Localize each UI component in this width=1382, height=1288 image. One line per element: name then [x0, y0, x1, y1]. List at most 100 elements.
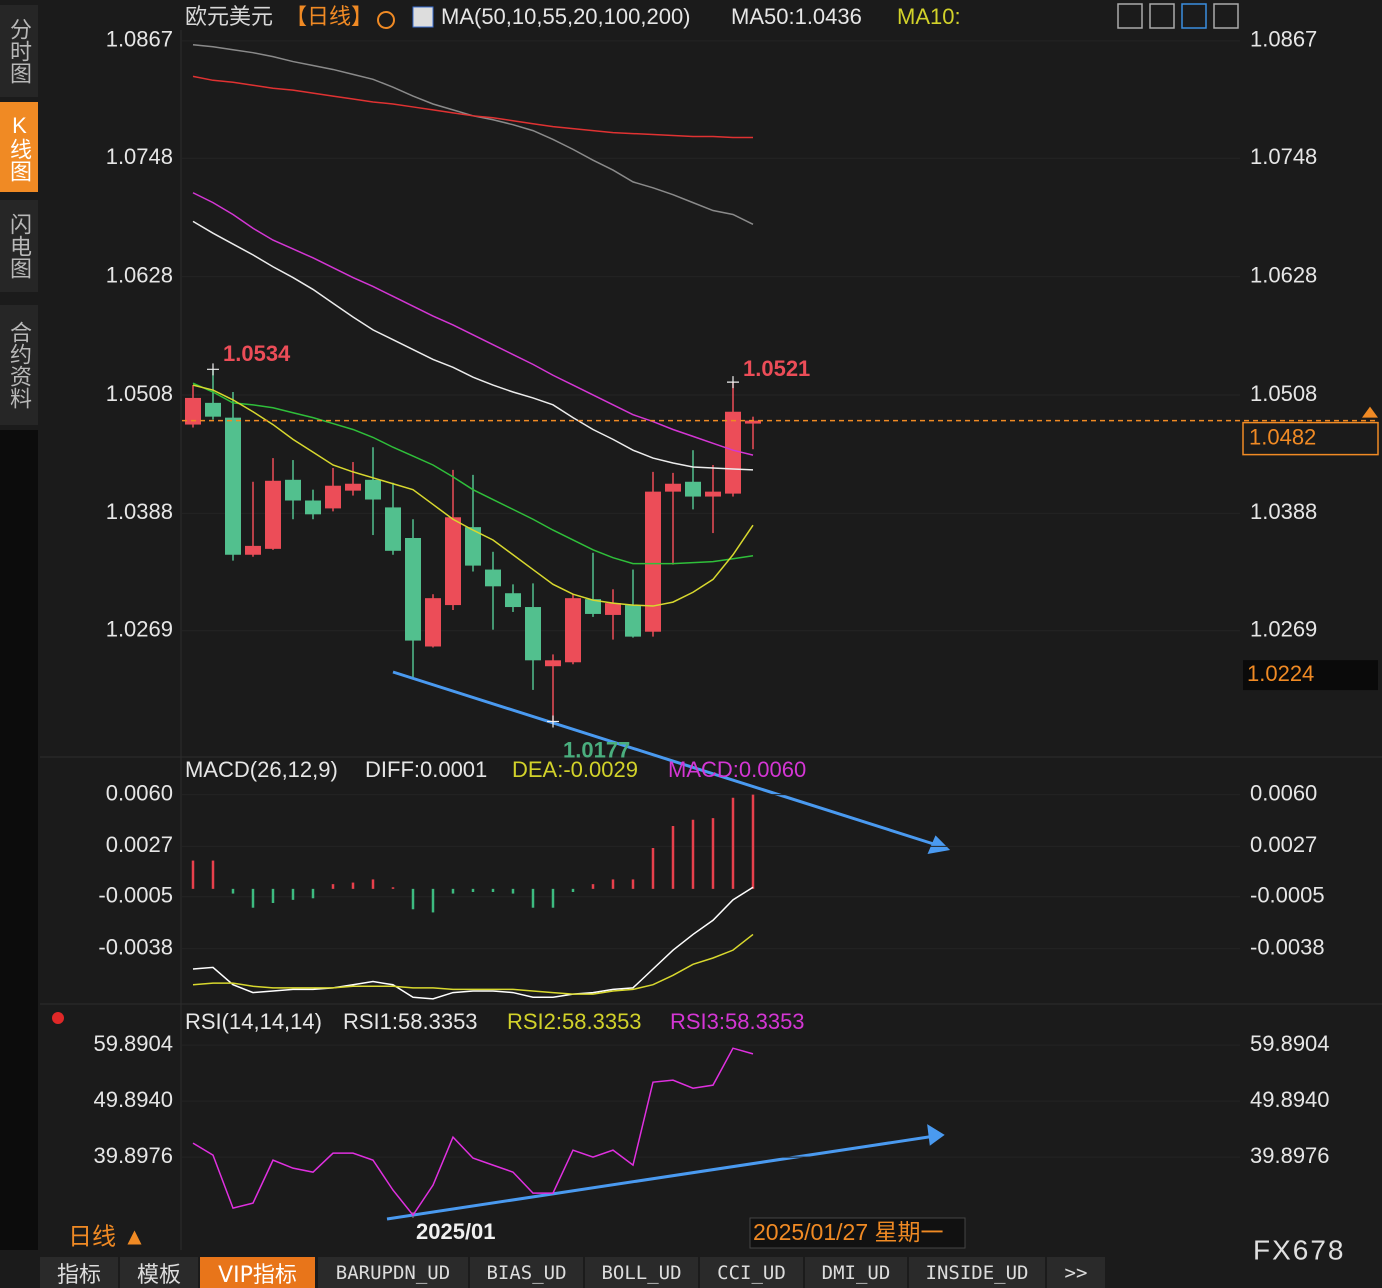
trend-arrows — [386, 670, 951, 1221]
y-tick-label-right: 1.0508 — [1250, 381, 1317, 406]
candle-body — [265, 480, 281, 549]
add-icon[interactable] — [377, 11, 395, 29]
indicator-tab[interactable]: 模板 — [120, 1257, 198, 1288]
y-tick-label-right: 1.0388 — [1250, 499, 1317, 524]
sidebar-tab[interactable]: 合约资料 — [0, 305, 38, 425]
y-tick-label: 1.0628 — [106, 262, 173, 287]
candle-body — [285, 479, 301, 501]
last-price-box — [1242, 421, 1379, 456]
tool-icon[interactable] — [1117, 3, 1143, 29]
candle-body — [225, 417, 241, 555]
extreme-label: 1.0521 — [743, 356, 810, 381]
last-price-marker — [1362, 406, 1378, 418]
y-tick-label-right: -0.0038 — [1250, 934, 1325, 959]
candle-body — [645, 491, 661, 632]
cursor-price-box — [1243, 660, 1378, 691]
candle-body — [365, 479, 381, 500]
candle-body — [545, 660, 561, 667]
extreme-label: 1.0177 — [563, 737, 630, 762]
legend-entry: MA10: — [897, 4, 961, 29]
indicator-tab[interactable]: >> — [1047, 1257, 1105, 1288]
candle-body — [725, 411, 741, 494]
candle-body — [205, 402, 221, 417]
line — [192, 933, 754, 995]
trend-arrow — [386, 1134, 936, 1221]
ma-icon[interactable] — [412, 6, 434, 28]
line — [192, 192, 754, 456]
extreme-label: 1.0534 — [223, 341, 291, 366]
footer-period[interactable]: 日线 ▲ — [68, 1223, 146, 1250]
symbol-title: 欧元美元 — [185, 4, 273, 29]
candle-body — [665, 483, 681, 492]
y-tick-label: 1.0388 — [106, 499, 173, 524]
legend-entry: RSI1:58.3353 — [343, 1009, 478, 1034]
y-tick-label: -0.0038 — [98, 934, 173, 959]
sidebar-tab[interactable]: 闪电图 — [0, 200, 38, 292]
date-box — [749, 1217, 966, 1249]
indicator-tab[interactable]: CCI_UD — [700, 1257, 803, 1288]
sidebar-tab[interactable]: 分时图 — [0, 5, 38, 97]
candle-body — [465, 527, 481, 566]
candle-body — [605, 603, 621, 615]
y-tick-label: 1.0748 — [106, 144, 173, 169]
last-price-label: 1.0482 — [1249, 424, 1316, 449]
legend-entry: MA(50,10,55,20,100,200) — [441, 4, 691, 29]
y-tick-label: 49.8940 — [93, 1087, 173, 1112]
y-tick-label-right: 49.8940 — [1250, 1087, 1330, 1112]
indicator-tab[interactable]: INSIDE_UD — [909, 1257, 1045, 1288]
y-tick-label: 59.8904 — [93, 1031, 173, 1056]
indicator-tab[interactable]: VIP指标 — [200, 1257, 315, 1288]
tool-icon[interactable] — [1213, 3, 1239, 29]
legend-entry: DIFF:0.0001 — [365, 757, 487, 782]
y-tick-label-right: 1.0628 — [1250, 262, 1317, 287]
y-tick-label: 39.8976 — [93, 1143, 173, 1168]
legend-entry: MACD:0.0060 — [668, 757, 806, 782]
candle-body — [505, 593, 521, 608]
candle-body — [625, 605, 641, 637]
y-tick-label: 1.0269 — [106, 617, 173, 642]
y-tick-label-right: 1.0867 — [1250, 27, 1317, 52]
rsi-title: RSI(14,14,14) — [185, 1009, 322, 1034]
arrow-head — [927, 1124, 945, 1146]
indicator-icon[interactable] — [52, 1012, 64, 1024]
tool-icon[interactable] — [1181, 3, 1207, 29]
indicator-tab[interactable]: BIAS_UD — [470, 1257, 583, 1288]
line — [192, 220, 754, 471]
candle-body — [705, 491, 721, 497]
legend-entry: RSI2:58.3353 — [507, 1009, 642, 1034]
candle-body — [585, 599, 601, 614]
cursor-price-label: 1.0224 — [1247, 661, 1314, 686]
current-date: 2025/01/27 星期一 — [753, 1219, 944, 1245]
legend-entry: RSI3:58.3353 — [670, 1009, 805, 1034]
line — [192, 1047, 754, 1217]
candle-body — [525, 607, 541, 661]
candle-body — [485, 569, 501, 587]
candle-body — [345, 483, 361, 491]
candle-body — [305, 500, 321, 515]
y-tick-label: 0.0060 — [106, 780, 173, 805]
candle-body — [245, 545, 261, 555]
tool-icon[interactable] — [1149, 3, 1175, 29]
y-tick-label-right: 39.8976 — [1250, 1143, 1330, 1168]
indicator-tab[interactable]: BARUPDN_UD — [318, 1257, 468, 1288]
candle-body — [445, 517, 461, 606]
legend-entry: DEA:-0.0029 — [512, 757, 638, 782]
candle-body — [745, 420, 761, 424]
candle-body — [185, 397, 201, 425]
toolbar — [1117, 3, 1239, 29]
macd-title: MACD(26,12,9) — [185, 757, 338, 782]
x-tick-label: 2025/01 — [416, 1219, 496, 1244]
sidebar-tab[interactable]: K线图 — [0, 102, 38, 192]
candle-body — [685, 481, 701, 497]
y-tick-label: -0.0005 — [98, 883, 173, 908]
period-label[interactable]: 【日线】 — [285, 4, 373, 29]
arrow-head — [927, 835, 951, 854]
y-tick-label-right: 0.0027 — [1250, 832, 1317, 857]
y-tick-label-right: -0.0005 — [1250, 883, 1325, 908]
indicator-tab[interactable]: BOLL_UD — [585, 1257, 698, 1288]
indicator-tab[interactable]: DMI_UD — [805, 1257, 907, 1288]
candle-body — [385, 507, 401, 551]
line — [192, 75, 753, 139]
indicator-tab[interactable]: 指标 — [40, 1257, 118, 1288]
